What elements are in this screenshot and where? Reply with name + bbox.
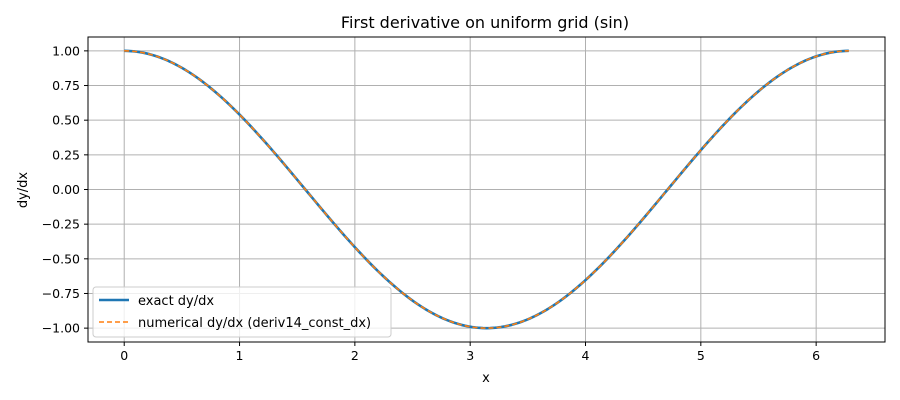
- legend: exact dy/dx numerical dy/dx (deriv14_con…: [92, 286, 392, 338]
- y-tick-label: 0.25: [52, 147, 80, 162]
- x-ticks: 0 1 2 3 4 5 6: [120, 342, 820, 363]
- y-tick-label: 1.00: [52, 43, 80, 58]
- legend-label-numerical: numerical dy/dx (deriv14_const_dx): [138, 316, 371, 331]
- x-tick-label: 6: [812, 348, 820, 363]
- y-tick-label: 0.00: [52, 182, 80, 197]
- y-tick-label: 0.75: [52, 78, 80, 93]
- x-tick-label: 2: [351, 348, 359, 363]
- y-tick-label: −1.00: [42, 321, 80, 336]
- x-tick-label: 4: [582, 348, 590, 363]
- x-tick-label: 5: [697, 348, 705, 363]
- series-layer: [124, 49, 849, 330]
- y-axis-label: dy/dx: [16, 172, 31, 209]
- series-line-numerical: [124, 50, 849, 329]
- y-tick-label: −0.25: [42, 217, 80, 232]
- legend-label-exact: exact dy/dx: [138, 294, 214, 309]
- x-axis-label: x: [482, 371, 490, 386]
- y-tick-label: −0.75: [42, 286, 80, 301]
- legend-box: [92, 286, 392, 338]
- x-tick-label: 3: [466, 348, 474, 363]
- x-tick-label: 1: [236, 348, 244, 363]
- grid: [88, 37, 885, 342]
- chart-title: First derivative on uniform grid (sin): [341, 13, 629, 32]
- y-ticks: −1.00 −0.75 −0.50 −0.25 0.00 0.25 0.50 0.75 1.00: [42, 43, 88, 336]
- y-tick-label: −0.50: [42, 251, 80, 266]
- y-tick-label: 0.50: [52, 113, 80, 128]
- x-tick-label: 0: [120, 348, 128, 363]
